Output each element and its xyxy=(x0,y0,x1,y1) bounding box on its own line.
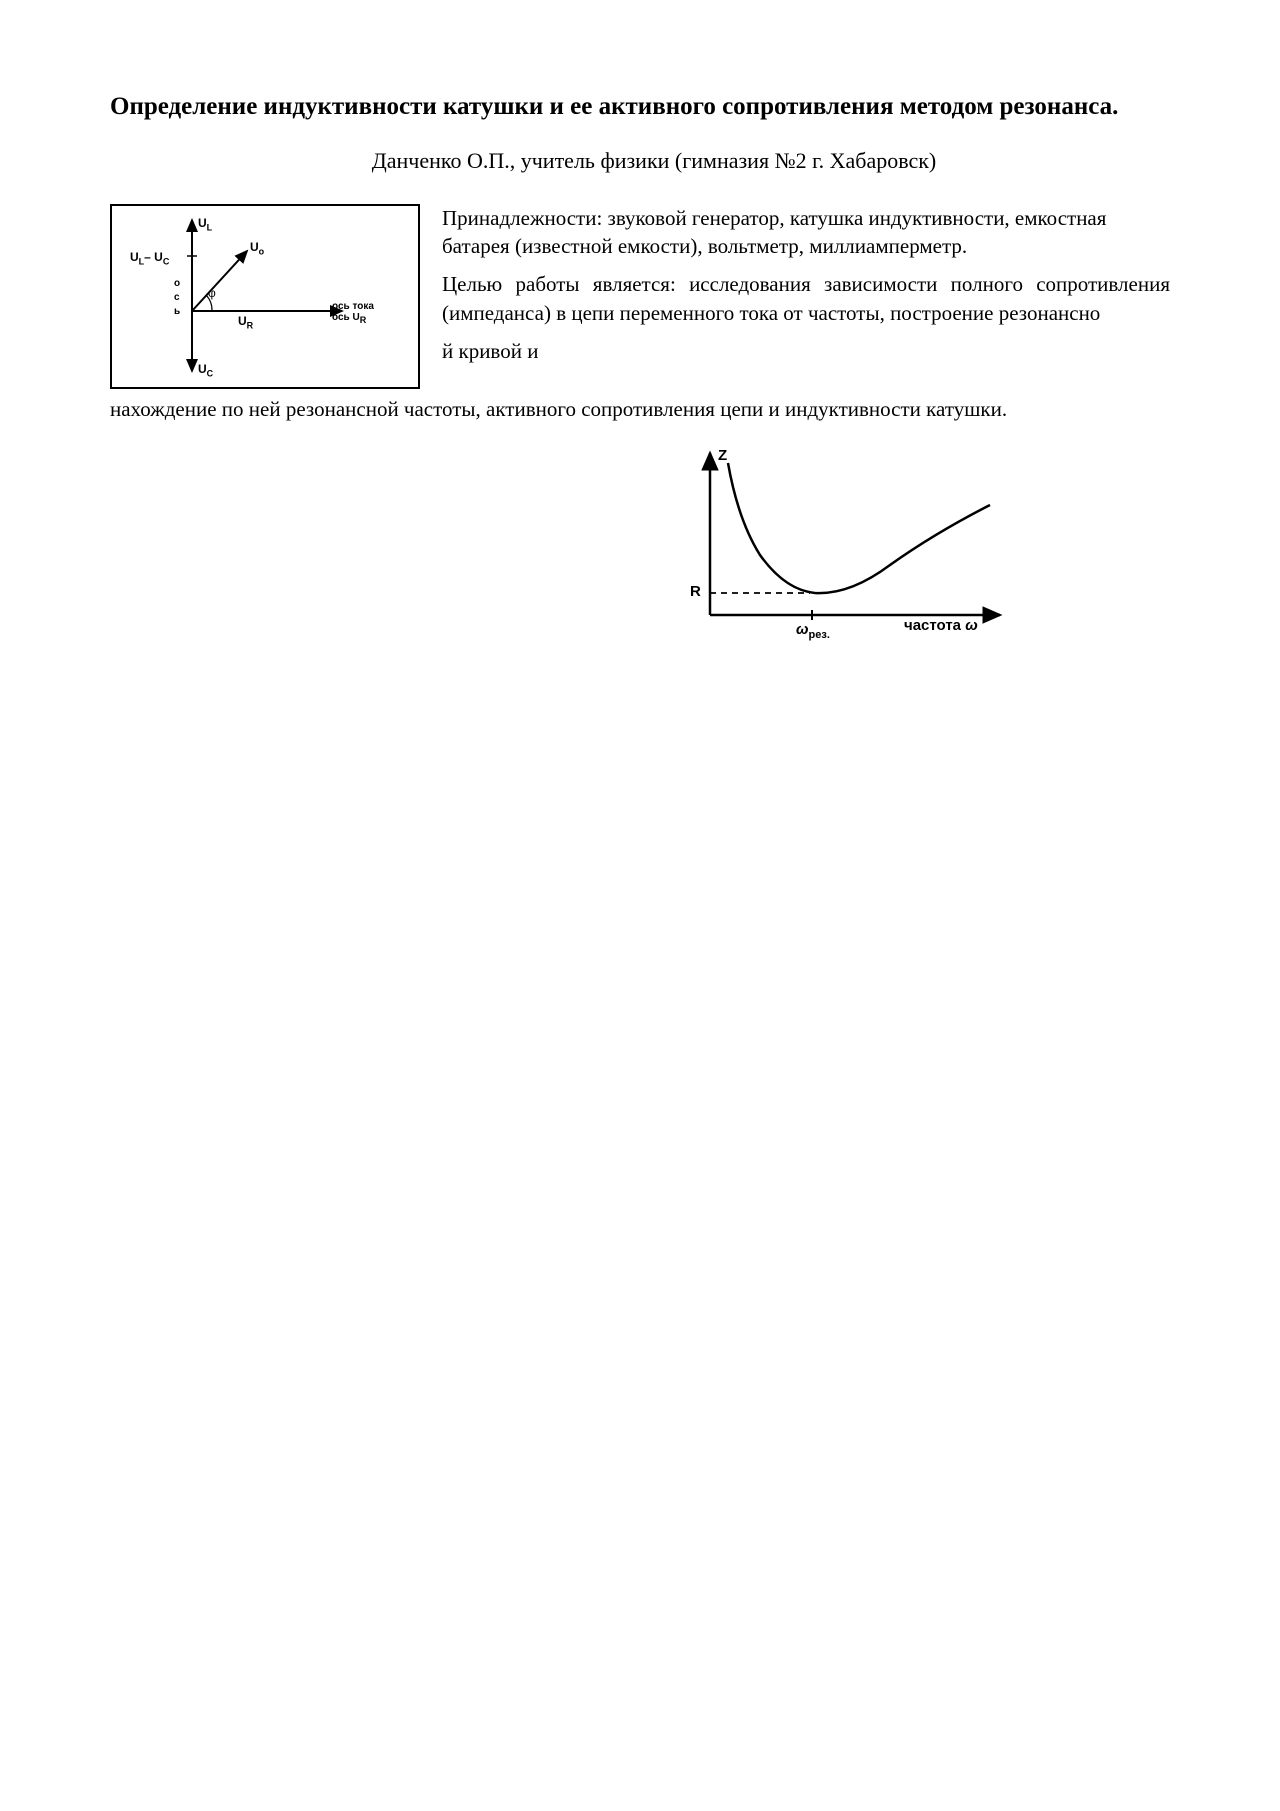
right-text-block: Принадлежности: звуковой генератор, кату… xyxy=(442,204,1170,376)
label-xaxis: частота ω xyxy=(904,617,978,634)
label-UC: UC xyxy=(198,362,213,378)
label-o: о xyxy=(174,278,180,289)
label-wres: ωрез. xyxy=(796,621,830,641)
label-axis2: ось UR xyxy=(332,312,366,325)
top-row: UL UL– UC Uo φ UR ось тока ось UR о с ь … xyxy=(110,204,1170,389)
paragraph-2a: Целью работы является: исследования зави… xyxy=(442,270,1170,327)
paragraph-1: Принадлежности: звуковой генератор, кату… xyxy=(442,204,1170,261)
vector-svg xyxy=(112,206,422,391)
label-phi: φ xyxy=(208,286,216,300)
label-Z: Z xyxy=(718,447,727,464)
page-title: Определение индуктивности катушки и ее а… xyxy=(110,90,1170,124)
vector-diagram: UL UL– UC Uo φ UR ось тока ось UR о с ь … xyxy=(110,204,420,389)
resonance-chart-wrap: Z R ωрез. частота ω xyxy=(110,445,1170,655)
paragraph-2b: й кривой и xyxy=(442,337,1170,365)
label-b: ь xyxy=(174,306,180,317)
label-UR: UR xyxy=(238,314,253,330)
label-UL: UL xyxy=(198,216,212,232)
label-Uo: Uo xyxy=(250,240,264,256)
label-ULmUC: UL– UC xyxy=(130,250,169,266)
label-c: с xyxy=(174,292,180,303)
resonance-chart: Z R ωрез. частота ω xyxy=(680,445,1020,655)
label-axis1: ось тока xyxy=(332,301,374,312)
author-line: Данченко О.П., учитель физики (гимназия … xyxy=(110,148,1170,174)
label-R: R xyxy=(690,583,701,600)
continuation-paragraph: нахождение по ней резонансной частоты, а… xyxy=(110,395,1170,423)
